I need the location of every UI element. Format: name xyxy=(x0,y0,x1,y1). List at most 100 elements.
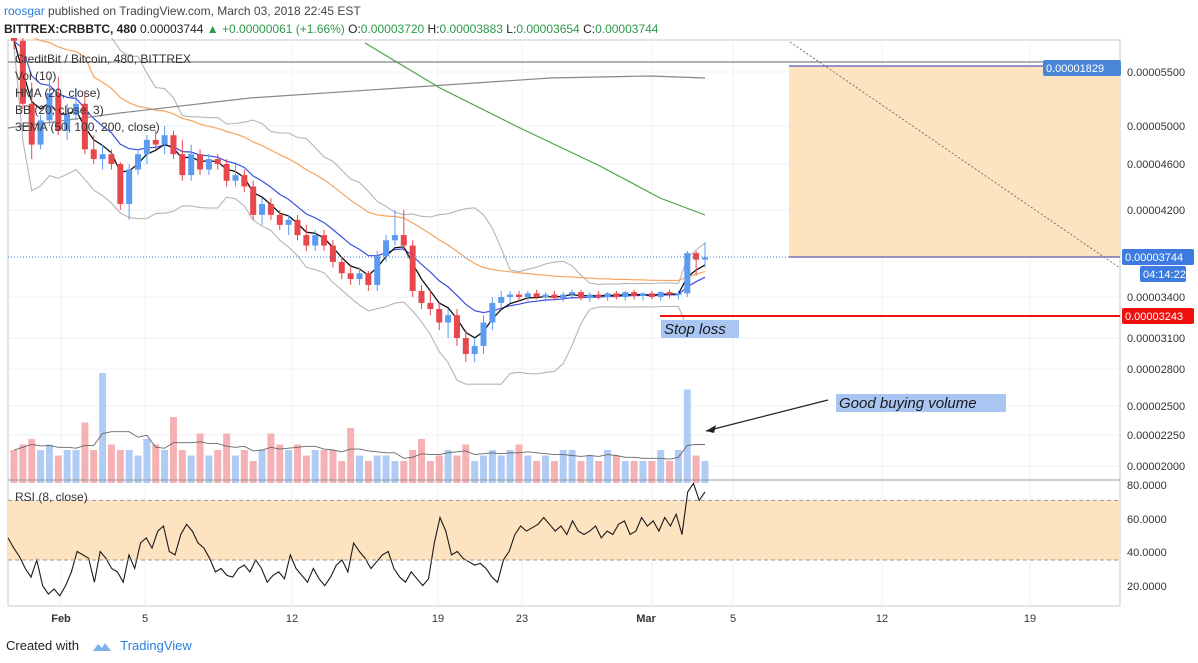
trend-line xyxy=(789,41,1121,269)
rsi-legend: RSI (8, close) xyxy=(15,490,88,504)
volume-bar xyxy=(409,450,417,483)
volume-bar xyxy=(10,450,18,483)
publish-info: roosgar published on TradingView.com, Ma… xyxy=(4,4,361,18)
low-value: 0.00003654 xyxy=(516,22,580,36)
author-link[interactable]: roosgar xyxy=(4,4,45,18)
volume-bar xyxy=(152,444,160,483)
candle-body xyxy=(170,135,177,155)
close-value: 0.00003744 xyxy=(595,22,659,36)
candle-body xyxy=(161,135,168,145)
volume-bar xyxy=(621,461,629,483)
candle-body xyxy=(197,154,204,170)
rsi-tick: 20.0000 xyxy=(1127,581,1167,593)
volume-bar xyxy=(471,461,479,483)
price-tick: 0.00003400 xyxy=(1127,292,1185,304)
price-tick: 0.00002800 xyxy=(1127,364,1185,376)
symbol-name: BITTREX:CRBBTC, 480 xyxy=(4,22,137,36)
candle-body xyxy=(117,164,124,205)
time-tick: Mar xyxy=(636,613,656,625)
countdown-tag: 04:14:22 xyxy=(1143,269,1186,281)
candle-body xyxy=(560,294,567,299)
candle-body xyxy=(453,315,460,338)
rsi-tick: 80.0000 xyxy=(1127,480,1167,492)
candle-body xyxy=(542,294,549,297)
candle-body xyxy=(631,292,638,296)
volume-note-label: Good buying volume xyxy=(839,395,977,412)
volume-bar xyxy=(497,455,505,483)
legend-item: CreditBit / Bitcoin, 480, BITTREX xyxy=(15,52,191,66)
candle-body xyxy=(64,114,71,131)
volume-bar xyxy=(196,433,204,483)
legend-item: Vol (10) xyxy=(15,69,56,83)
candle-body xyxy=(427,302,434,309)
volume-bar xyxy=(568,450,576,483)
volume-bar xyxy=(276,444,284,483)
price-tick: 0.00004200 xyxy=(1127,205,1185,217)
candle-body xyxy=(338,261,345,274)
candle-body xyxy=(312,235,319,246)
volume-bar xyxy=(373,455,381,483)
volume-bar xyxy=(595,461,603,483)
candle-body xyxy=(37,120,44,145)
volume-bar xyxy=(542,455,550,483)
candle-body xyxy=(214,159,221,164)
volume-bar xyxy=(161,450,169,483)
volume-bar xyxy=(506,450,514,483)
rsi-tick: 40.0000 xyxy=(1127,547,1167,559)
price-tick: 0.00002500 xyxy=(1127,401,1185,413)
time-tick: 19 xyxy=(432,613,444,625)
time-tick: 5 xyxy=(730,613,736,625)
price-tick: 0.00002000 xyxy=(1127,461,1185,473)
volume-bar xyxy=(683,389,691,483)
target-zone xyxy=(789,66,1120,257)
legend: CreditBit / Bitcoin, 480, BITTREX Vol (10… xyxy=(15,52,191,504)
candle-body xyxy=(259,204,266,215)
candle-body xyxy=(108,154,115,164)
volume-bar xyxy=(418,439,426,483)
candle-body xyxy=(365,273,372,285)
candle-body xyxy=(28,103,35,145)
legend-item: HMA (20, close) xyxy=(15,86,100,100)
rsi-tick: 60.0000 xyxy=(1127,514,1167,526)
volume-bar xyxy=(28,439,36,483)
time-tick: 23 xyxy=(516,613,528,625)
candle-body xyxy=(285,219,292,225)
volume-bar xyxy=(382,455,390,483)
candle-body xyxy=(622,292,629,297)
candle-body xyxy=(471,345,478,354)
volume-bar xyxy=(356,455,363,483)
bb-upper-line xyxy=(111,38,706,285)
time-tick: 19 xyxy=(1024,613,1036,625)
candle-body xyxy=(152,139,159,145)
volume-bar xyxy=(45,444,53,483)
current-price-tag: 0.00003744 xyxy=(1125,252,1183,264)
tradingview-link[interactable]: TradingView xyxy=(120,638,192,653)
volume-bar xyxy=(187,455,195,483)
volume-bar xyxy=(143,439,151,483)
candle-body xyxy=(232,175,239,181)
volume-bar xyxy=(657,450,665,483)
volume-bar xyxy=(311,450,319,483)
volume-bar xyxy=(666,461,674,483)
last-price: 0.00003744 xyxy=(140,22,204,36)
candle-body xyxy=(81,103,88,150)
volume-bar xyxy=(480,455,488,483)
volume-bar xyxy=(302,455,310,483)
candles xyxy=(11,38,708,363)
created-with-text: Created with xyxy=(6,638,79,653)
volume-bar xyxy=(364,461,372,483)
volume-bar xyxy=(674,450,682,483)
volume-bar xyxy=(231,455,239,483)
candle-body xyxy=(604,293,611,297)
candle-body xyxy=(675,293,682,295)
volume-bar xyxy=(320,450,328,483)
candle-body xyxy=(657,292,664,297)
candle-body xyxy=(524,293,531,297)
volume-bar xyxy=(604,450,612,483)
volume-bar xyxy=(524,455,532,483)
stop-loss-label: Stop loss xyxy=(664,321,726,338)
volume-bar xyxy=(205,455,213,483)
candle-body xyxy=(569,292,576,295)
volume-bar xyxy=(223,433,231,483)
